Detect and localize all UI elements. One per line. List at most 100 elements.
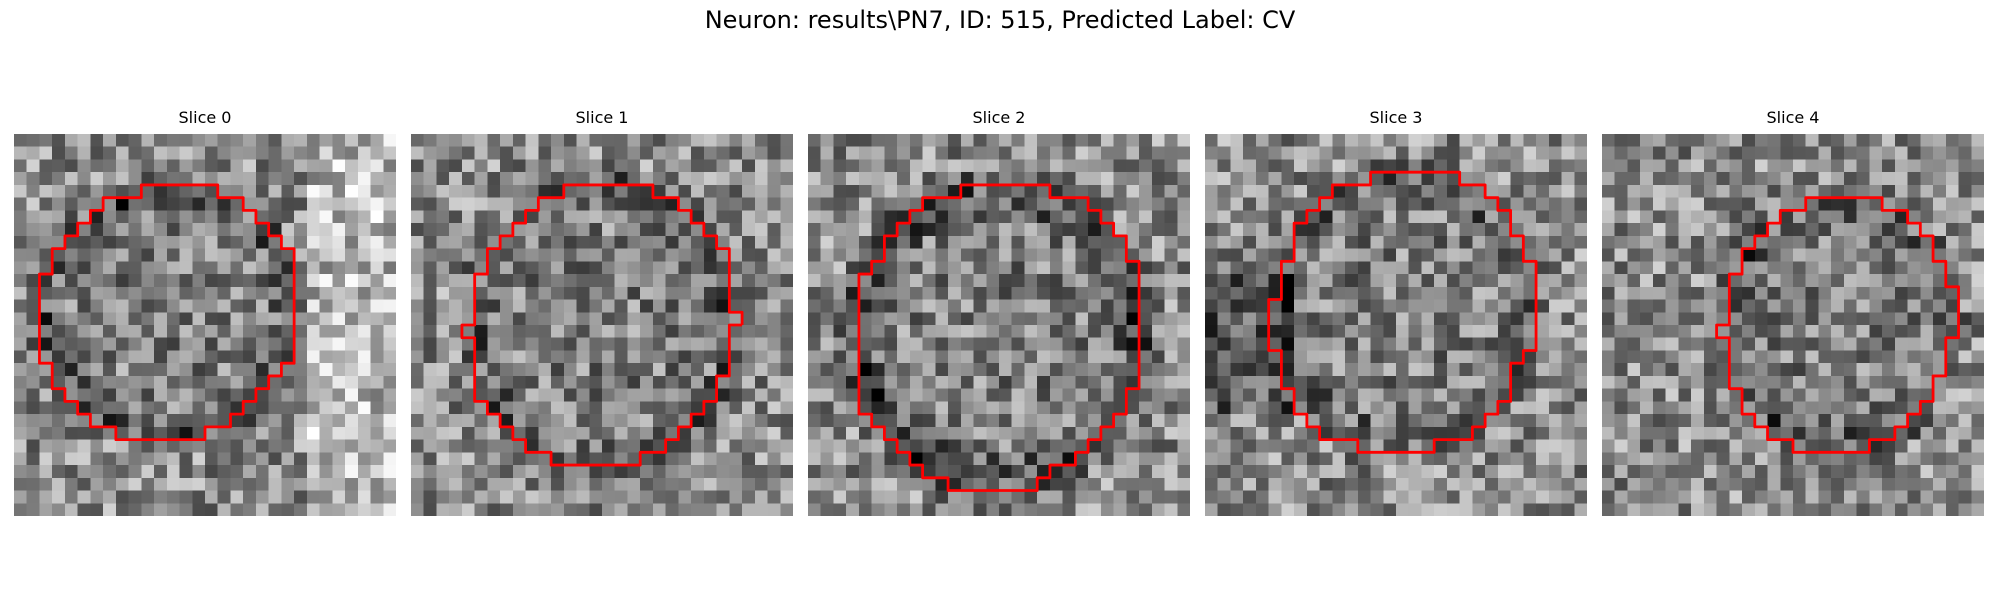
image-pixel bbox=[26, 286, 40, 300]
image-pixel bbox=[1446, 363, 1460, 377]
image-pixel bbox=[1113, 350, 1127, 364]
image-pixel bbox=[897, 146, 911, 160]
image-pixel bbox=[500, 465, 514, 479]
image-pixel bbox=[1933, 312, 1947, 326]
image-pixel bbox=[370, 375, 384, 389]
image-pixel bbox=[192, 223, 206, 237]
image-pixel bbox=[1574, 312, 1587, 326]
image-pixel bbox=[1319, 337, 1333, 351]
image-pixel bbox=[1255, 337, 1269, 351]
image-pixel bbox=[1370, 503, 1384, 516]
image-pixel bbox=[1971, 159, 1984, 173]
image-pixel bbox=[1805, 439, 1819, 453]
image-pixel bbox=[166, 388, 180, 402]
image-pixel bbox=[1742, 274, 1756, 288]
image-pixel bbox=[345, 210, 359, 224]
image-pixel bbox=[1843, 439, 1857, 453]
image-pixel bbox=[754, 388, 768, 402]
image-pixel bbox=[357, 439, 371, 453]
image-pixel bbox=[26, 439, 40, 453]
image-pixel bbox=[39, 223, 53, 237]
image-pixel bbox=[1716, 312, 1730, 326]
image-pixel bbox=[1920, 363, 1934, 377]
image-pixel bbox=[500, 223, 514, 237]
slice-image bbox=[808, 134, 1190, 516]
image-pixel bbox=[820, 299, 834, 313]
image-pixel bbox=[26, 184, 40, 198]
image-pixel bbox=[1602, 363, 1615, 377]
image-pixel bbox=[1561, 235, 1575, 249]
image-pixel bbox=[1780, 363, 1794, 377]
image-pixel bbox=[474, 134, 488, 147]
image-pixel bbox=[1882, 312, 1896, 326]
image-pixel bbox=[1383, 452, 1397, 466]
image-pixel bbox=[780, 350, 793, 364]
image-pixel bbox=[1243, 452, 1257, 466]
image-pixel bbox=[26, 197, 40, 211]
image-pixel bbox=[370, 388, 384, 402]
image-pixel bbox=[1332, 159, 1346, 173]
image-pixel bbox=[281, 426, 295, 440]
image-pixel bbox=[1640, 210, 1654, 224]
image-pixel bbox=[691, 312, 705, 326]
image-pixel bbox=[141, 477, 155, 491]
image-pixel bbox=[1049, 350, 1063, 364]
image-pixel bbox=[935, 350, 949, 364]
image-pixel bbox=[1230, 184, 1244, 198]
image-pixel bbox=[1614, 503, 1628, 516]
image-pixel bbox=[602, 490, 615, 504]
image-pixel bbox=[39, 375, 53, 389]
image-pixel bbox=[1459, 274, 1473, 288]
image-pixel bbox=[268, 350, 282, 364]
image-pixel bbox=[576, 134, 590, 147]
image-pixel bbox=[512, 248, 526, 262]
image-pixel bbox=[1523, 426, 1537, 440]
image-pixel bbox=[77, 477, 91, 491]
image-pixel bbox=[319, 159, 333, 173]
image-pixel bbox=[986, 439, 1000, 453]
image-pixel bbox=[1434, 325, 1448, 338]
image-pixel bbox=[128, 401, 142, 415]
image-pixel bbox=[780, 248, 793, 262]
image-pixel bbox=[1843, 325, 1857, 338]
image-pixel bbox=[703, 312, 717, 326]
image-pixel bbox=[1230, 134, 1244, 147]
image-pixel bbox=[370, 350, 384, 364]
image-pixel bbox=[449, 248, 463, 262]
image-pixel bbox=[884, 274, 898, 288]
image-pixel bbox=[1971, 248, 1984, 262]
image-pixel bbox=[1306, 286, 1320, 300]
image-pixel bbox=[230, 452, 244, 466]
image-pixel bbox=[897, 363, 911, 377]
image-pixel bbox=[1665, 172, 1679, 186]
image-pixel bbox=[1230, 490, 1244, 504]
image-pixel bbox=[103, 465, 117, 479]
image-pixel bbox=[192, 146, 206, 160]
image-pixel bbox=[1243, 197, 1257, 211]
image-pixel bbox=[716, 210, 730, 224]
image-pixel bbox=[858, 159, 872, 173]
image-pixel bbox=[1958, 426, 1972, 440]
image-pixel bbox=[1831, 388, 1845, 402]
image-pixel bbox=[1217, 452, 1231, 466]
image-pixel bbox=[487, 172, 501, 186]
image-pixel bbox=[357, 401, 371, 415]
image-pixel bbox=[1485, 325, 1499, 338]
image-pixel bbox=[255, 159, 269, 173]
image-pixel bbox=[90, 299, 104, 313]
image-pixel bbox=[960, 337, 974, 351]
image-pixel bbox=[370, 363, 384, 377]
slice-title: Slice 1 bbox=[575, 108, 629, 127]
image-pixel bbox=[255, 388, 269, 402]
image-pixel bbox=[729, 401, 743, 415]
image-pixel bbox=[370, 197, 384, 211]
image-pixel bbox=[1396, 401, 1409, 415]
image-pixel bbox=[1037, 223, 1051, 237]
image-pixel bbox=[1523, 134, 1537, 147]
image-pixel bbox=[846, 452, 860, 466]
image-pixel bbox=[665, 261, 679, 275]
image-pixel bbox=[1602, 159, 1615, 173]
image-pixel bbox=[986, 388, 1000, 402]
image-pixel bbox=[166, 401, 180, 415]
image-pixel bbox=[563, 134, 577, 147]
